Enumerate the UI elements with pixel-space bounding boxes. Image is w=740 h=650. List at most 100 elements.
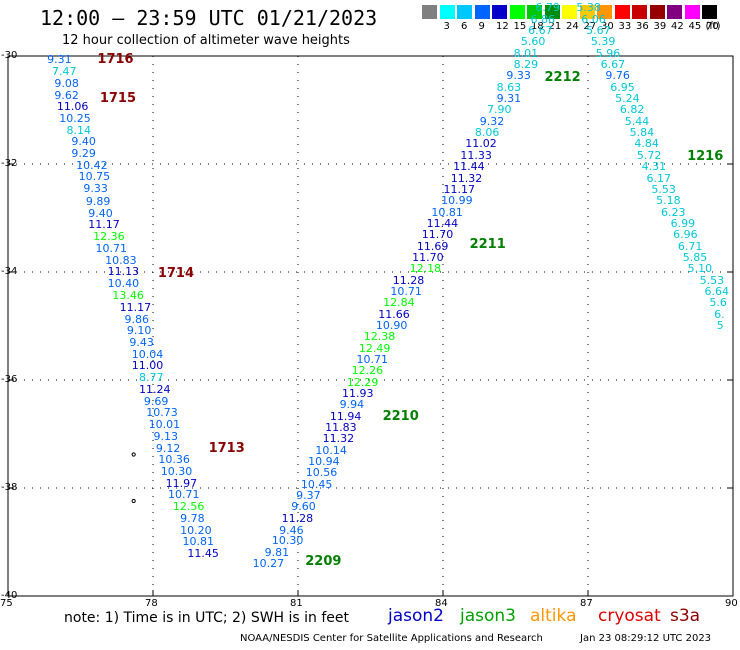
wave-height-value: 6.06 — [581, 12, 606, 26]
pass-time-label: 1716 — [97, 51, 134, 67]
scale-label: 36 — [636, 21, 649, 32]
pass-time-label: 1714 — [157, 266, 195, 282]
wave-height-value: 11.44 — [426, 216, 459, 230]
wave-height-value: 5.18 — [656, 194, 681, 208]
wave-height-value: 10.81 — [431, 205, 463, 219]
scale-swatch — [632, 5, 647, 19]
wave-height-value: 10.40 — [107, 276, 140, 290]
longitude-label: 81 — [290, 598, 303, 609]
wave-height-value: 9.29 — [71, 147, 96, 161]
wave-height-value: 9.78 — [180, 512, 205, 526]
wave-height-value: 11.69 — [416, 239, 449, 253]
scale-unit-label: (ft) — [705, 21, 721, 32]
wave-height-value: 6. — [714, 307, 725, 321]
position-marker — [131, 498, 136, 504]
wave-height-value: 10.71 — [95, 241, 128, 255]
wave-height-value: 10.99 — [441, 194, 473, 208]
map-subtitle: 12 hour collection of altimeter wave hei… — [62, 33, 350, 48]
wave-height-value: 10.20 — [180, 523, 212, 537]
wave-height-value: 10.01 — [148, 418, 181, 432]
wave-height-value: 11.24 — [139, 383, 171, 397]
wave-height-value: 8.29 — [513, 58, 539, 72]
wave-height-value: 10.71 — [390, 284, 422, 298]
satellite-legend-s3a: s3a — [670, 606, 701, 626]
wave-height-value: 6.64 — [704, 284, 730, 298]
scale-swatch — [527, 5, 542, 19]
pass-time-label: 1715 — [99, 91, 137, 107]
scale-swatch — [684, 5, 700, 19]
wave-height-value: 5.38 — [576, 1, 601, 15]
wave-height-value: 9.33 — [506, 69, 531, 83]
wave-height-value: 9.40 — [88, 206, 113, 220]
wave-height-value: 5 — [716, 318, 724, 332]
scale-swatch — [422, 5, 437, 19]
latitude-label: -38 — [1, 482, 18, 493]
scale-label: 33 — [618, 21, 632, 32]
scale-swatch — [509, 5, 525, 19]
wave-height-value: 5.65 — [572, 0, 597, 2]
wave-height-value: 12.26 — [351, 364, 384, 378]
scale-swatch — [492, 5, 507, 19]
wave-height-value: 11.93 — [342, 386, 374, 400]
scale-label: 6 — [461, 21, 468, 32]
longitude-label: 90 — [725, 598, 738, 609]
wave-height-value: 10.71 — [168, 488, 200, 502]
scale-swatch — [562, 5, 577, 19]
wave-height-value: 11.97 — [165, 477, 198, 491]
wave-height-value: 11.28 — [281, 511, 314, 525]
wave-height-value: 8.14 — [66, 123, 92, 137]
scale-swatch — [474, 5, 490, 19]
wave-height-value: 13.46 — [112, 289, 144, 303]
longitude-label: 75 — [0, 598, 13, 609]
wave-height-value: 5.60 — [520, 35, 546, 49]
wave-height-value: 9.43 — [129, 336, 154, 350]
wave-height-value: 9.32 — [479, 114, 505, 128]
scale-label: 3 — [443, 21, 450, 32]
scale-label: 12 — [496, 21, 509, 32]
position-marker — [131, 452, 136, 457]
scale-swatch — [702, 5, 717, 19]
wave-height-value: 10.27 — [252, 556, 285, 570]
wave-height-value: 12.56 — [172, 500, 205, 514]
wave-height-value: 11.66 — [378, 307, 410, 321]
wave-height-value: 8.63 — [496, 80, 522, 94]
wave-height-value: 6.78 — [543, 0, 568, 2]
wave-height-value: 9.33 — [83, 182, 108, 196]
wave-height-value: 9.13 — [153, 430, 179, 444]
scale-label: 21 — [548, 21, 562, 32]
wave-height-value: 11.17 — [119, 301, 152, 315]
wave-height-value: 10.83 — [105, 253, 137, 267]
wave-height-value: 5.44 — [624, 114, 650, 128]
wave-height-value: 6.23 — [661, 205, 686, 219]
wave-height-value: 7.47 — [52, 64, 77, 78]
wave-height-value: 9.12 — [155, 441, 181, 455]
wave-height-value: 10.73 — [146, 406, 178, 420]
wave-height-value: 9.46 — [279, 523, 304, 537]
wave-height-value: 10.42 — [76, 159, 108, 173]
latitude-label: -34 — [1, 266, 18, 277]
wave-height-value: 10.94 — [308, 455, 340, 468]
wave-height-value: 10.36 — [158, 453, 190, 467]
wave-height-value: 8.77 — [139, 371, 164, 385]
latitude-label: -32 — [1, 158, 18, 169]
wave-height-value: 4.31 — [641, 160, 667, 174]
wave-height-value: 12.29 — [346, 375, 379, 389]
wave-height-value: 10.14 — [315, 443, 347, 457]
longitude-label: 87 — [580, 598, 593, 609]
scale-swatch — [649, 5, 665, 19]
wave-height-value: 9.37 — [296, 489, 321, 503]
scale-label: 30 — [601, 21, 614, 32]
wave-height-value: 5.39 — [590, 35, 616, 49]
wave-height-value: 11.06 — [56, 100, 89, 114]
wave-height-value: 11.13 — [107, 264, 140, 278]
latitude-label: -40 — [1, 590, 18, 601]
satellite-legend-jason3: jason3 — [460, 606, 516, 626]
scale-swatch — [457, 5, 472, 19]
wave-height-value: 6.95 — [610, 80, 635, 94]
satellite-legend-altika: altika — [530, 606, 577, 626]
wave-height-value: 4.84 — [634, 137, 659, 151]
pass-time-label: 2210 — [382, 408, 419, 424]
scale-swatch — [544, 5, 560, 19]
wave-height-value: 12.36 — [93, 230, 125, 244]
wave-height-value: 10.90 — [375, 318, 408, 332]
